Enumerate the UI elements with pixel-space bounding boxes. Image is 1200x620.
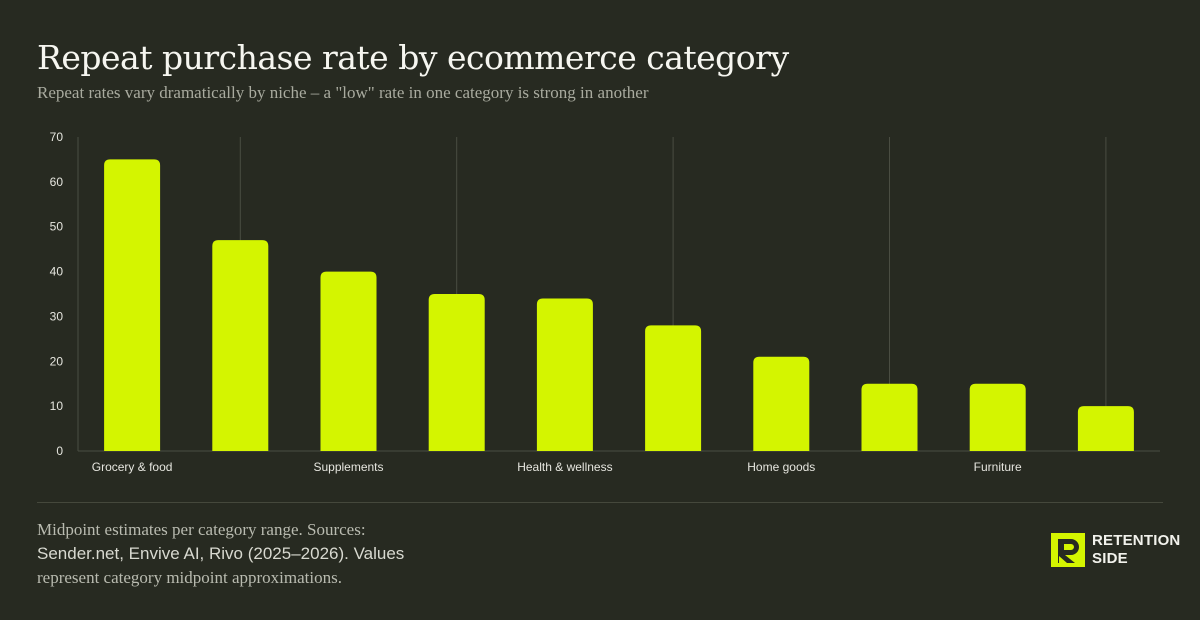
- bar: [645, 325, 702, 451]
- y-tick-label: 40: [50, 265, 64, 279]
- bar: [428, 294, 485, 451]
- y-tick-label: 10: [50, 399, 64, 413]
- bar-chart: 0 10 20 30 40 50 60 70 Grocery & food Supplements…: [50, 130, 1160, 474]
- y-tick-label: 20: [50, 354, 64, 368]
- y-tick-label: 70: [50, 130, 64, 144]
- brand-name-line-2: SIDE: [1092, 550, 1128, 567]
- x-tick-label: Home goods: [747, 460, 815, 474]
- source-note-line-1: Midpoint estimates per category range. S…: [37, 520, 366, 539]
- y-tick-label: 50: [50, 220, 64, 234]
- bar: [104, 159, 161, 451]
- retention-side-logo-icon: [1051, 533, 1085, 567]
- y-tick-label: 30: [50, 309, 64, 323]
- footer-divider: [37, 502, 1163, 503]
- x-tick-label: Furniture: [974, 460, 1022, 474]
- source-note: Midpoint estimates per category range. S…: [37, 518, 597, 590]
- brand-name: RETENTION SIDE: [1092, 532, 1180, 568]
- bar: [1077, 406, 1134, 451]
- x-tick-label: Grocery & food: [92, 460, 173, 474]
- x-tick-label: Health & wellness: [517, 460, 612, 474]
- bar: [320, 271, 377, 451]
- source-note-line-3: represent category midpoint approximatio…: [37, 568, 342, 587]
- brand-logo: RETENTION SIDE: [1051, 532, 1180, 568]
- source-note-line-2: Sender.net, Envive AI, Rivo (2025–2026).…: [37, 544, 405, 563]
- bar: [536, 298, 593, 451]
- y-tick-label: 60: [50, 175, 64, 189]
- brand-name-line-1: RETENTION: [1092, 532, 1181, 549]
- x-tick-label: Supplements: [313, 460, 383, 474]
- bar: [969, 383, 1026, 451]
- bar: [753, 356, 810, 451]
- chart-subtitle: Repeat rates vary dramatically by niche …: [37, 83, 649, 102]
- chart-title: Repeat purchase rate by ecommerce catego…: [37, 38, 789, 77]
- bar: [212, 240, 269, 451]
- y-tick-label: 0: [56, 444, 63, 458]
- bar: [861, 383, 918, 451]
